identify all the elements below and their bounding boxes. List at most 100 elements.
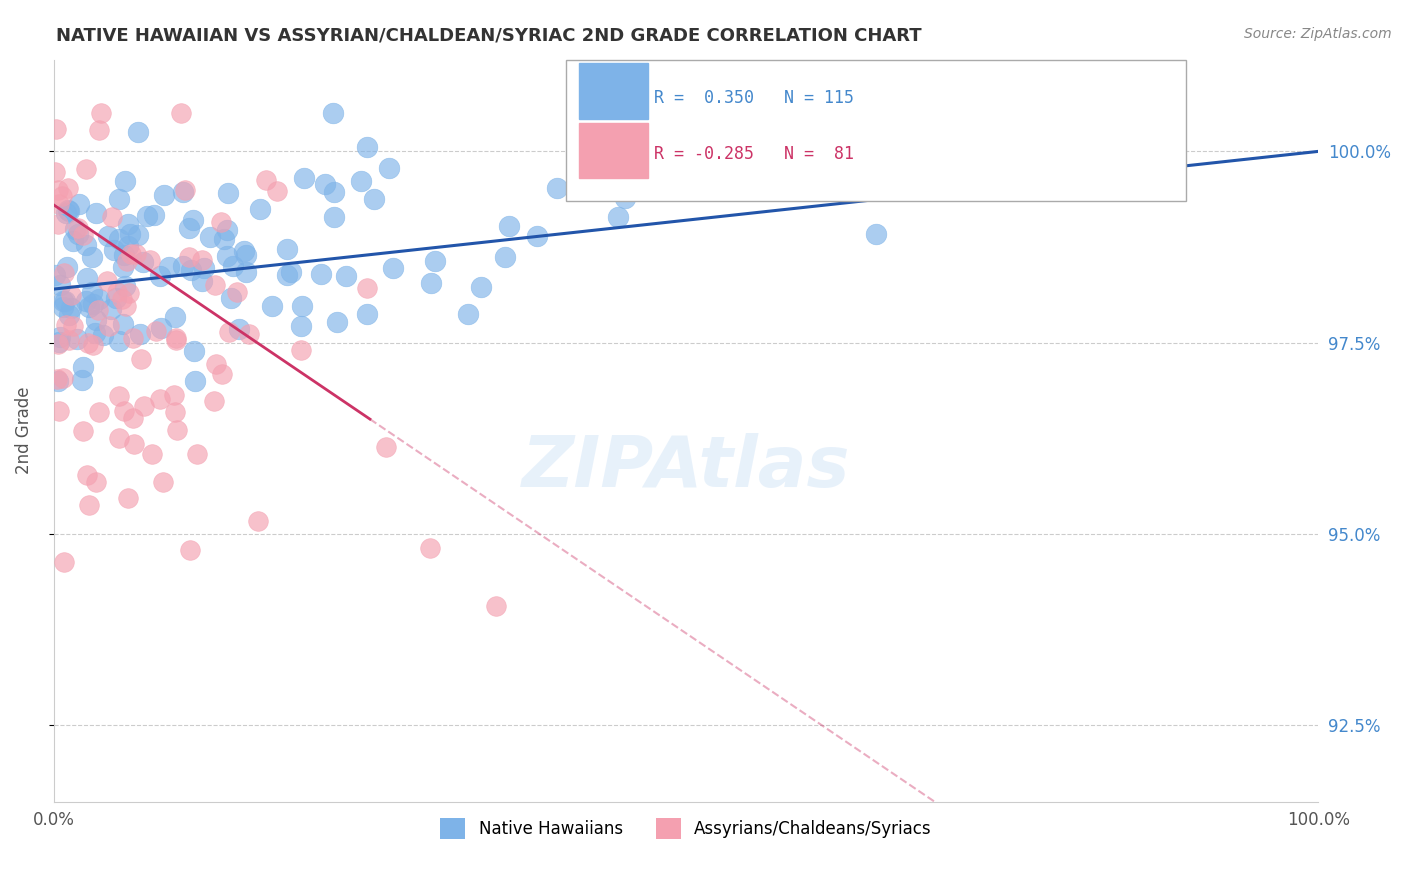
Point: [546, 181, 568, 195]
Point: [266, 184, 288, 198]
Point: [254, 173, 277, 187]
Point: [108, 192, 131, 206]
Point: [124, 247, 146, 261]
Point: [165, 333, 187, 347]
Point: [495, 250, 517, 264]
Point: [67, 197, 90, 211]
Point: [55, 206, 77, 220]
Point: [117, 254, 139, 268]
Point: [204, 357, 226, 371]
Point: [215, 223, 238, 237]
Point: [124, 437, 146, 451]
Point: [179, 543, 201, 558]
Point: [470, 279, 492, 293]
Point: [79, 301, 101, 315]
Point: [356, 140, 378, 154]
Point: [97, 319, 120, 334]
Point: [53, 293, 76, 308]
Point: [141, 447, 163, 461]
Point: [52, 371, 75, 385]
Point: [143, 208, 166, 222]
Point: [58, 308, 80, 322]
Point: [53, 266, 76, 280]
Point: [127, 228, 149, 243]
Point: [262, 299, 284, 313]
Point: [87, 303, 110, 318]
Point: [114, 247, 136, 261]
Point: [575, 183, 598, 197]
Point: [90, 106, 112, 120]
Point: [212, 232, 235, 246]
Point: [163, 310, 186, 324]
Point: [498, 219, 520, 234]
Text: Source: ZipAtlas.com: Source: ZipAtlas.com: [1244, 27, 1392, 41]
Point: [46, 372, 69, 386]
Point: [202, 394, 225, 409]
Point: [52, 300, 75, 314]
Point: [55, 318, 77, 332]
Point: [211, 215, 233, 229]
Point: [48, 197, 70, 211]
Point: [62, 318, 84, 333]
Point: [193, 261, 215, 276]
Point: [44, 165, 66, 179]
Point: [280, 265, 302, 279]
Point: [707, 178, 730, 192]
Point: [186, 447, 208, 461]
Point: [215, 249, 238, 263]
Point: [163, 405, 186, 419]
Point: [613, 191, 636, 205]
Point: [222, 260, 245, 274]
Point: [76, 468, 98, 483]
Point: [111, 260, 134, 274]
Point: [117, 491, 139, 505]
Point: [51, 189, 73, 203]
Point: [211, 368, 233, 382]
Point: [46, 217, 69, 231]
Point: [108, 431, 131, 445]
Point: [129, 326, 152, 341]
Point: [235, 248, 257, 262]
Point: [120, 247, 142, 261]
Point: [350, 174, 373, 188]
Point: [198, 230, 221, 244]
Text: R = -0.285   N =  81: R = -0.285 N = 81: [654, 145, 855, 163]
Text: NATIVE HAWAIIAN VS ASSYRIAN/CHALDEAN/SYRIAC 2ND GRADE CORRELATION CHART: NATIVE HAWAIIAN VS ASSYRIAN/CHALDEAN/SYR…: [56, 27, 922, 45]
FancyBboxPatch shape: [567, 60, 1185, 201]
Point: [290, 343, 312, 358]
Point: [181, 213, 204, 227]
Point: [115, 299, 138, 313]
Point: [526, 229, 548, 244]
Point: [117, 286, 139, 301]
Point: [111, 292, 134, 306]
Point: [138, 253, 160, 268]
Point: [55, 260, 77, 274]
Point: [290, 319, 312, 334]
Point: [72, 373, 94, 387]
Y-axis label: 2nd Grade: 2nd Grade: [15, 387, 32, 475]
Point: [704, 161, 727, 175]
Point: [326, 315, 349, 329]
Point: [49, 277, 72, 292]
Point: [356, 307, 378, 321]
Point: [72, 359, 94, 374]
Point: [87, 405, 110, 419]
FancyBboxPatch shape: [579, 63, 648, 119]
Point: [166, 331, 188, 345]
FancyBboxPatch shape: [579, 123, 648, 178]
Point: [184, 374, 207, 388]
Point: [75, 162, 97, 177]
Point: [152, 475, 174, 489]
Point: [163, 388, 186, 402]
Point: [314, 178, 336, 192]
Point: [107, 232, 129, 246]
Point: [101, 211, 124, 225]
Point: [238, 326, 260, 341]
Point: [58, 333, 80, 347]
Point: [87, 123, 110, 137]
Point: [153, 187, 176, 202]
Point: [107, 389, 129, 403]
Point: [375, 440, 398, 454]
Point: [292, 170, 315, 185]
Legend: Native Hawaiians, Assyrians/Chaldeans/Syriacs: Native Hawaiians, Assyrians/Chaldeans/Sy…: [433, 812, 939, 846]
